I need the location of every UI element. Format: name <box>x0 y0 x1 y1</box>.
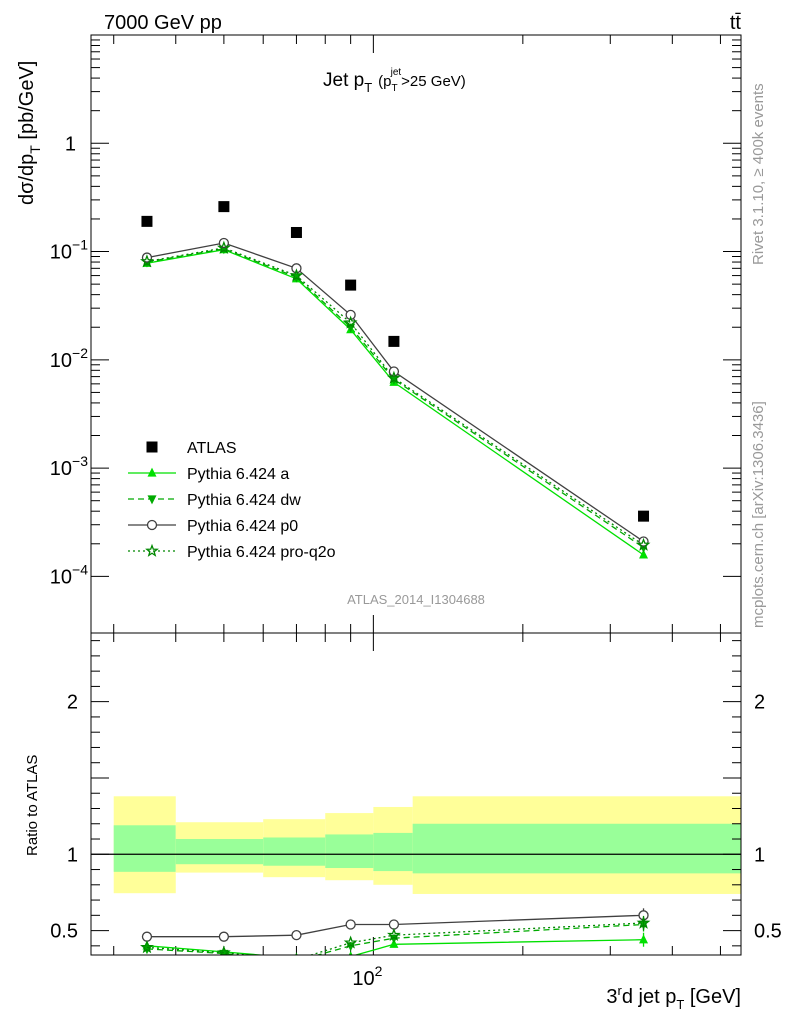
series-line <box>146 242 644 543</box>
y-axis-label-main: dσ/dp <box>16 154 38 205</box>
data-point <box>343 315 358 329</box>
legend-label: Pythia 6.424 dw <box>187 492 301 509</box>
legend-label: Pythia 6.424 pro-q2o <box>187 544 336 561</box>
ratio-point <box>639 934 649 944</box>
data-point <box>140 254 154 268</box>
data-point <box>636 537 651 551</box>
ratio-point <box>345 919 356 930</box>
x-axis-label-unit: [GeV] <box>684 986 741 1008</box>
y-axis-label-sub: T <box>27 145 43 154</box>
ratio-band-inner <box>113 825 176 872</box>
series-line <box>146 247 644 546</box>
ratio-series-line <box>146 923 644 955</box>
ratio-band-inner <box>325 834 374 869</box>
plot-title-paren: (p <box>378 73 391 90</box>
process-label: tt̄ <box>730 12 742 34</box>
data-point <box>289 268 304 282</box>
series-points <box>142 244 649 559</box>
ratio-y-tick-label-left: 2 <box>67 692 78 714</box>
ratio-point <box>386 927 401 942</box>
ratio-band-inner <box>175 839 264 865</box>
y-tick-label: 10−1 <box>50 237 88 264</box>
y-tick-label: 10−4 <box>50 561 88 588</box>
legend-marker <box>145 543 159 557</box>
ratio-point <box>295 952 298 955</box>
x-axis-label-sub: T <box>676 997 684 1012</box>
data-point <box>638 510 650 522</box>
ratio-band-inner <box>412 823 741 874</box>
legend-marker <box>146 441 158 453</box>
ratio-y-tick-label-right: 2 <box>754 692 765 714</box>
ratio-point <box>343 935 358 949</box>
plot-title-paren-sub: T <box>392 83 398 94</box>
ratio-y-tick-label-left: 1 <box>67 844 78 866</box>
ratio-series-line <box>146 939 644 955</box>
ratio-point <box>140 940 154 954</box>
legend-marker <box>147 467 157 477</box>
data-point <box>290 226 302 238</box>
series-line <box>146 249 644 556</box>
ratio-point <box>292 958 301 967</box>
data-point <box>639 549 649 559</box>
series-points <box>141 201 650 522</box>
ratio-bands <box>91 796 741 894</box>
series-line <box>146 248 644 549</box>
legend-label: Pythia 6.424 p0 <box>187 518 298 535</box>
plot-title: Jet pT (pTjet>25 GeV) <box>323 67 466 95</box>
ratio-frame <box>90 632 742 956</box>
rivet-label: Rivet 3.1.10, ≥ 400k events <box>750 83 767 265</box>
ratio-point <box>636 915 651 929</box>
ratio-point <box>348 951 353 955</box>
analysis-label: ATLAS_2014_I1304688 <box>347 592 485 607</box>
ratio-axis-ticks: 2 2 1 1 0.5 0.5 <box>50 640 782 947</box>
ratio-y-tick-label-right: 1 <box>754 844 765 866</box>
main-data-marks <box>140 201 651 559</box>
data-point <box>345 309 356 321</box>
legend: ATLAS Pythia 6.424 a Pythia 6.424 dw Pythia… <box>128 440 336 561</box>
data-point <box>218 201 230 213</box>
x-axis-label-mid: d jet p <box>622 986 676 1008</box>
ratio-band-inner <box>373 832 413 872</box>
legend-marker <box>146 519 158 531</box>
y-axis-label: dσ/dpT [pb/GeV] <box>16 61 43 205</box>
mcplots-label: mcplots.cern.ch [arXiv:1306.3436] <box>750 401 767 628</box>
ratio-point <box>291 930 302 941</box>
data-point <box>386 370 401 384</box>
legend-marker <box>147 495 157 505</box>
energy-label: 7000 GeV pp <box>104 12 222 34</box>
plot-title-sub: T <box>364 80 372 95</box>
x-tick-label: 102 <box>352 963 382 990</box>
ratio-point <box>388 919 400 930</box>
ratio-band-inner <box>263 837 326 866</box>
ratio-series-line <box>147 914 644 938</box>
legend-label: Pythia 6.424 a <box>187 466 289 483</box>
x-axis-label-sup: r <box>618 983 623 998</box>
ratio-point <box>141 931 153 942</box>
y-tick-label: 10−3 <box>50 453 88 480</box>
data-point <box>388 335 400 347</box>
x-axis-label: 3rd jet pT [GeV] <box>606 983 741 1012</box>
plot-title-main: Jet p <box>323 70 364 91</box>
plot-title-paren-sup: jet <box>390 67 402 78</box>
series-points <box>140 240 651 551</box>
legend-label: ATLAS <box>187 440 237 457</box>
ratio-data-marks <box>140 908 651 967</box>
ratio-point <box>218 931 230 942</box>
data-point <box>216 240 231 254</box>
data-point <box>141 215 153 227</box>
y-axis-label-unit: [pb/GeV] <box>16 61 38 146</box>
ratio-series <box>141 908 649 942</box>
main-axis-ticks: 1 10−1 10−2 10−3 10−4 102 <box>50 34 741 990</box>
x-axis-label-main: 3 <box>606 986 617 1008</box>
ratio-y-tick-label-right: 0.5 <box>754 921 782 943</box>
y-tick-label: 1 <box>65 133 76 155</box>
plot-title-paren-close: >25 GeV) <box>401 73 466 90</box>
data-point <box>345 279 357 291</box>
ratio-y-label: Ratio to ATLAS <box>24 755 41 856</box>
ratio-y-tick-label-left: 0.5 <box>50 921 78 943</box>
y-tick-label: 10−2 <box>50 345 88 372</box>
